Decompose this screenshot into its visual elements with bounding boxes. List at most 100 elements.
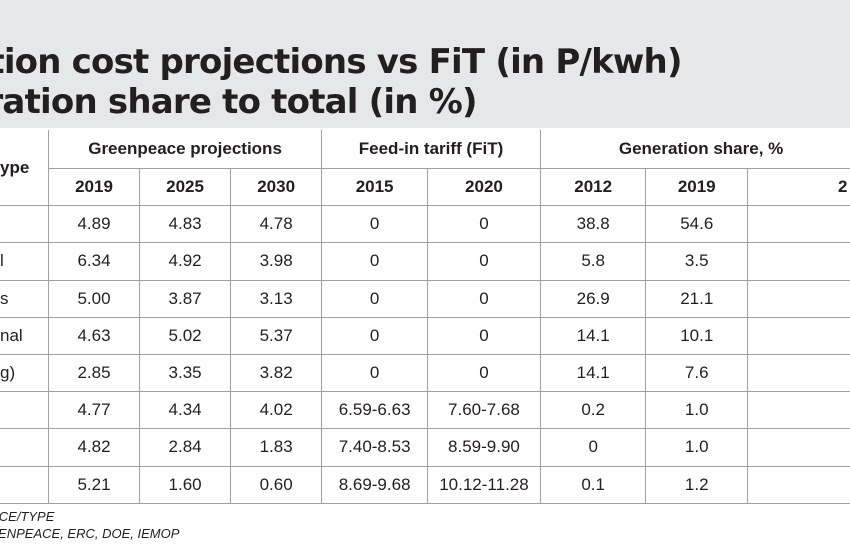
table-cell: 10.1 (645, 317, 748, 355)
table-row: l 6.34 4.92 3.98 0 0 5.8 3.5 (0, 242, 850, 281)
table-cell: 8.69-9.68 (321, 466, 428, 504)
table-cell-empty (747, 280, 850, 318)
table-cell: 10.12-11.28 (427, 466, 541, 504)
table-cell: 0 (321, 280, 428, 318)
table-row: 5.21 1.60 0.60 8.69-9.68 10.12-11.28 0.1 1.2 (0, 466, 850, 504)
header-row-years: 2019 2025 2030 2015 2020 2012 2019 2 (0, 168, 850, 207)
table-row: nal 4.63 5.02 5.37 0 0 14.1 10.1 (0, 317, 850, 355)
table-cell-empty (747, 205, 850, 244)
table-cell: 2.85 (47, 354, 140, 393)
table-row: 4.82 2.84 1.83 7.40-8.53 8.59-9.90 0 1.0 (0, 428, 850, 467)
table-cell: 5.02 (139, 317, 231, 355)
table-cell: 3.98 (230, 242, 322, 281)
year-header: 2015 (321, 168, 428, 207)
table-row: 4.89 4.83 4.78 0 0 38.8 54.6 (0, 205, 850, 244)
table-cell: 0.60 (230, 466, 322, 504)
table-cell: 5.21 (47, 466, 140, 504)
table-cell: 4.92 (139, 242, 231, 281)
year-header: 2020 (427, 168, 541, 207)
table-title-line-2: generation share to total (in %) (0, 82, 478, 122)
table-cell-empty (747, 242, 850, 281)
table-cell: 8.59-9.90 (427, 428, 541, 467)
table-cell-empty (747, 354, 850, 393)
table-cell: 0 (539, 428, 646, 467)
table-cell: 3.87 (139, 280, 231, 318)
table-cell: 26.9 (539, 280, 646, 318)
table-cell: 4.63 (47, 317, 140, 355)
row-label: l (0, 242, 49, 281)
row-label: g) (0, 354, 49, 393)
table-cell: 0 (321, 205, 428, 244)
table-cell: 14.1 (539, 317, 646, 355)
data-table: ype Greenpeace projections Feed-in tarif… (0, 130, 850, 504)
table-cell: 3.82 (230, 354, 322, 393)
row-label (0, 466, 49, 504)
table-cell-empty (747, 466, 850, 504)
year-header: 2019 (645, 168, 748, 207)
year-header: 2012 (539, 168, 646, 207)
table-cell: 6.34 (47, 242, 140, 281)
footer-sources: REENPEACE, ERC, DOE, IEMOP (0, 526, 180, 541)
row-label (0, 391, 49, 430)
year-header: 2025 (139, 168, 231, 207)
table-cell-empty (747, 391, 850, 430)
table-cell: 1.83 (230, 428, 322, 467)
table-cell: 1.2 (645, 466, 748, 504)
table-cell: 54.6 (645, 205, 748, 244)
row-label (0, 428, 49, 467)
header-generation-share: Generation share, % (539, 130, 850, 169)
table-cell: 4.34 (139, 391, 231, 430)
table-cell: 4.83 (139, 205, 231, 244)
header-type-cell: ype (0, 130, 49, 207)
table-cell: 2.84 (139, 428, 231, 467)
table-cell: 4.78 (230, 205, 322, 244)
footer-source-type: URCE/TYPE (0, 509, 55, 524)
table-cell: 21.1 (645, 280, 748, 318)
table-cell: 1.0 (645, 391, 748, 430)
header-type-label: ype (0, 157, 30, 177)
table-row: g) 2.85 3.35 3.82 0 0 14.1 7.6 (0, 354, 850, 393)
table-cell: 0 (427, 280, 541, 318)
table-cell: 1.60 (139, 466, 231, 504)
title-band: eration cost projections vs FiT (in P/kw… (0, 0, 850, 128)
table-cell: 3.5 (645, 242, 748, 281)
row-label (0, 205, 49, 244)
year-header: 2019 (47, 168, 140, 207)
row-label: nal (0, 317, 49, 355)
table-cell: 5.00 (47, 280, 140, 318)
year-header: 2030 (230, 168, 322, 207)
table-cell: 4.82 (47, 428, 140, 467)
table-cell: 0 (321, 242, 428, 281)
table-title-line-1: eration cost projections vs FiT (in P/kw… (0, 42, 682, 82)
table-row: 4.77 4.34 4.02 6.59-6.63 7.60-7.68 0.2 1.0 (0, 391, 850, 430)
table-cell: 6.59-6.63 (321, 391, 428, 430)
table-cell: 0.2 (539, 391, 646, 430)
table-cell-empty (747, 428, 850, 467)
header-row-groups: ype Greenpeace projections Feed-in tarif… (0, 130, 850, 207)
table-cell: 0 (427, 354, 541, 393)
table-cell: 0 (321, 354, 428, 393)
row-label: s (0, 280, 49, 318)
table-cell: 4.89 (47, 205, 140, 244)
table-cell-empty (747, 317, 850, 355)
table-cell: 0 (321, 317, 428, 355)
table-cell: 14.1 (539, 354, 646, 393)
table-cell: 7.6 (645, 354, 748, 393)
header-feed-in-tariff: Feed-in tariff (FiT) (321, 130, 541, 169)
table-cell: 0 (427, 205, 541, 244)
header-greenpeace-projections: Greenpeace projections (47, 130, 322, 169)
table-cell: 3.13 (230, 280, 322, 318)
table-cell: 7.60-7.68 (427, 391, 541, 430)
table-cell: 4.77 (47, 391, 140, 430)
table-cell: 0.1 (539, 466, 646, 504)
table-cell: 3.35 (139, 354, 231, 393)
table-cell: 1.0 (645, 428, 748, 467)
table-cell: 0 (427, 317, 541, 355)
table-cell: 4.02 (230, 391, 322, 430)
table-row: s 5.00 3.87 3.13 0 0 26.9 21.1 (0, 280, 850, 318)
table-cell: 5.37 (230, 317, 322, 355)
table-cell: 5.8 (539, 242, 646, 281)
table-cell: 0 (427, 242, 541, 281)
year-header: 2 (747, 168, 850, 207)
table-cell: 38.8 (539, 205, 646, 244)
